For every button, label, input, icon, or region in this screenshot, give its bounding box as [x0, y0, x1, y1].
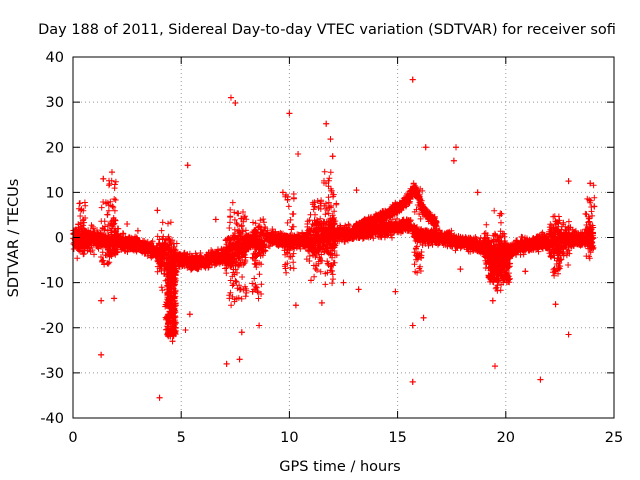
x-tick-label: 0 [68, 430, 77, 446]
outlier-point [552, 301, 559, 308]
outlier-point [453, 144, 460, 151]
x-tick-label: 5 [177, 430, 186, 446]
outlier-point [238, 329, 245, 336]
x-axis-label: GPS time / hours [279, 459, 400, 475]
outlier-point [329, 153, 336, 160]
outlier-point [587, 180, 594, 187]
outlier-point [327, 136, 334, 143]
outlier-point [286, 110, 293, 117]
outlier-point [409, 76, 416, 83]
outlier-point [154, 207, 161, 214]
outlier-point [227, 94, 234, 101]
outlier-point [98, 351, 105, 358]
y-tick-label: 30 [46, 95, 64, 111]
outlier-point [124, 220, 131, 227]
outlier-point [184, 162, 191, 169]
outlier-point [457, 266, 464, 273]
x-tick-label: 25 [605, 430, 623, 446]
outlier-point [340, 279, 347, 286]
outlier-point [565, 331, 572, 338]
y-tick-label: -20 [40, 321, 64, 337]
outlier-point [279, 189, 286, 196]
axis-ticks: 0 5 10 15 20 25 -40 -30 -20 -10 0 10 20 30 40 [40, 50, 623, 446]
x-tick-label: 15 [388, 430, 406, 446]
y-tick-label: -40 [40, 411, 64, 427]
outlier-point [182, 327, 189, 334]
outlier-point [256, 322, 263, 329]
data-points [70, 76, 598, 401]
outlier-point [491, 363, 498, 370]
y-tick-label: 20 [46, 140, 64, 156]
outlier-point [409, 322, 416, 329]
outlier-point [522, 268, 529, 275]
outlier-point [108, 169, 115, 176]
outlier-point [323, 120, 330, 127]
y-axis-label: SDTVAR / TECUs [6, 179, 22, 298]
y-tick-label: 40 [46, 50, 64, 66]
outlier-point [156, 394, 163, 401]
outlier-point [100, 175, 107, 182]
outlier-point [353, 187, 360, 194]
outlier-point [223, 360, 230, 367]
outlier-point [565, 178, 572, 185]
scatter-markers [70, 76, 598, 401]
outlier-point [134, 227, 141, 234]
outlier-point [420, 314, 427, 321]
outlier-point [409, 378, 416, 385]
outlier-point [318, 299, 325, 306]
outlier-point [308, 277, 315, 284]
outlier-point [537, 376, 544, 383]
outlier-point [98, 297, 105, 304]
outlier-point [249, 288, 256, 295]
x-tick-label: 10 [280, 430, 298, 446]
y-tick-label: 10 [46, 185, 64, 201]
outlier-point [355, 286, 362, 293]
outlier-point [292, 302, 299, 309]
outlier-point [111, 295, 118, 302]
outlier-point [295, 151, 302, 158]
chart-title: Day 188 of 2011, Sidereal Day-to-day VTE… [38, 22, 616, 38]
y-tick-label: -10 [40, 276, 64, 292]
outlier-point [450, 157, 457, 164]
outlier-point [232, 100, 239, 107]
outlier-point [186, 311, 193, 318]
outlier-point [392, 288, 399, 295]
grid-lines [73, 57, 614, 418]
outlier-point [489, 297, 496, 304]
outlier-point [212, 216, 219, 223]
outlier-point [422, 144, 429, 151]
outlier-point [236, 356, 243, 363]
y-tick-label: 0 [55, 231, 64, 247]
y-tick-label: -30 [40, 366, 64, 382]
outlier-point [474, 189, 481, 196]
x-tick-label: 20 [497, 430, 515, 446]
outlier-point [169, 338, 176, 345]
